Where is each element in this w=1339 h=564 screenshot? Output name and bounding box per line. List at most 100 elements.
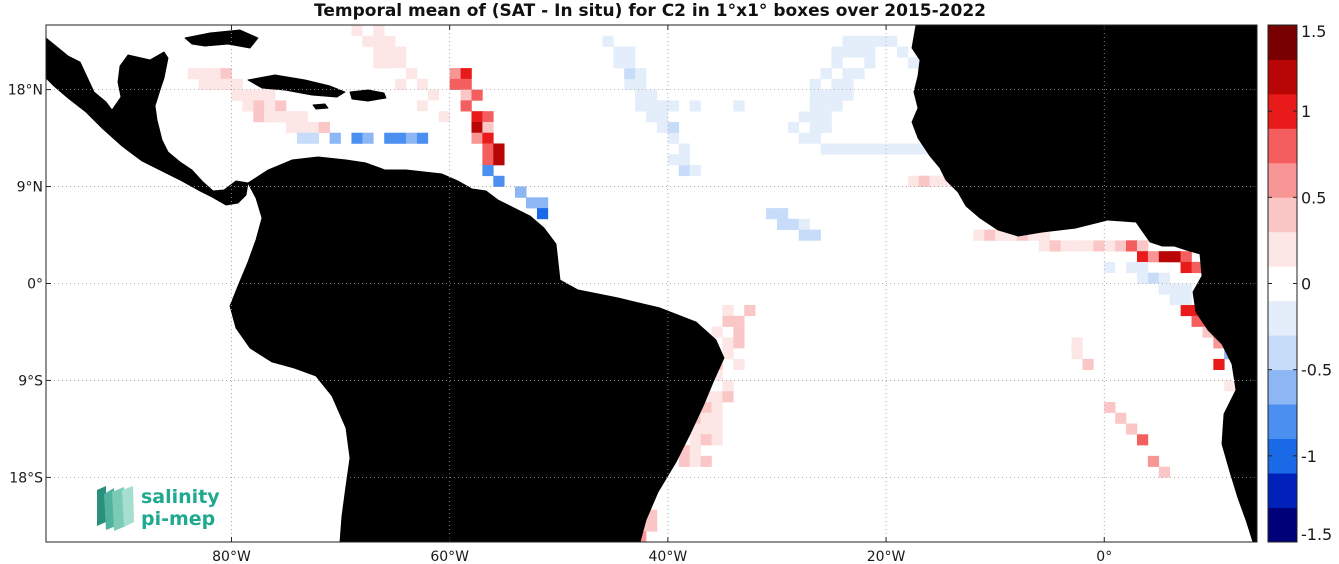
anomaly-cell [733, 100, 745, 112]
anomaly-cell [678, 154, 690, 166]
anomaly-cell [711, 369, 723, 381]
anomaly-cell [1136, 251, 1149, 263]
anomaly-cell [307, 132, 320, 144]
anomaly-cell [427, 89, 440, 101]
colorbar: 1.5 1 0.5 0 -0.5 -1 -1.5 [1267, 22, 1332, 544]
anomaly-cell [635, 100, 647, 112]
anomaly-cell [678, 445, 690, 457]
land-masses [46, 25, 1257, 542]
anomaly-cell [318, 121, 330, 134]
anomaly-cell [438, 111, 450, 123]
anomaly-cell [1180, 251, 1192, 263]
anomaly-cell [515, 186, 527, 198]
anomaly-cell [1082, 240, 1094, 252]
anomaly-cell [646, 509, 658, 521]
anomaly-cell [1104, 240, 1116, 252]
anomaly-cell [275, 100, 287, 112]
colorbar-swatch [1268, 473, 1297, 508]
anomaly-cell [678, 165, 690, 177]
anomaly-cell [449, 78, 461, 90]
anomaly-cell [427, 100, 440, 112]
colorbar-tick-label: -1 [1301, 447, 1317, 466]
anomaly-cell [776, 218, 789, 230]
anomaly-cell [395, 68, 407, 80]
anomaly-cell [798, 218, 810, 230]
anomaly-cell [198, 68, 210, 80]
anomaly-cell [831, 143, 843, 155]
anomaly-cell [482, 111, 494, 123]
anomaly-cell [460, 68, 472, 80]
colorbar-tick-label: -0.5 [1301, 361, 1332, 380]
anomaly-cell [689, 423, 701, 435]
anomaly-cell [209, 78, 221, 90]
anomaly-cell [220, 68, 232, 80]
anomaly-cell [526, 197, 538, 209]
anomaly-cell [373, 35, 385, 47]
anomaly-cell [416, 78, 429, 90]
anomaly-cell [602, 35, 614, 47]
anomaly-cell [460, 78, 472, 90]
anomaly-cell [820, 143, 832, 155]
anomaly-cell [886, 143, 898, 155]
colorbar-tick-label: 0.5 [1301, 188, 1326, 207]
map-plot-area [45, 24, 1258, 543]
anomaly-cell [1126, 261, 1138, 274]
anomaly-cell [842, 35, 854, 47]
anomaly-cell [853, 46, 865, 58]
anomaly-cell [678, 143, 690, 155]
colorbar-swatch [1268, 197, 1297, 233]
anomaly-cell [1049, 240, 1061, 252]
colorbar-tick-label: 0 [1301, 275, 1311, 294]
anomaly-cell [253, 111, 265, 123]
anomaly-cell [460, 100, 472, 112]
anomaly-cell [536, 208, 549, 220]
anomaly-cell [689, 455, 701, 467]
anomaly-cell [416, 111, 429, 123]
colorbar-swatch [1268, 507, 1297, 543]
river-lines [311, 99, 1219, 501]
anomaly-cell [1071, 348, 1083, 360]
anomaly-cell [995, 229, 1007, 241]
amazon-river [311, 313, 561, 323]
anomaly-cell [711, 326, 723, 338]
lon-tick-label: 80°W [212, 549, 251, 564]
orinoco-river [371, 193, 421, 213]
anomaly-cell [493, 175, 505, 187]
colorbar-swatch [1268, 335, 1297, 371]
anomaly-cell [809, 89, 821, 101]
hispaniola-island [349, 89, 387, 102]
anomaly-cell [929, 175, 941, 187]
anomaly-cell [395, 46, 407, 58]
anomaly-cell [242, 89, 254, 101]
anomaly-cell [187, 68, 200, 80]
anomaly-cell [286, 121, 298, 134]
anomaly-cell [1136, 434, 1149, 446]
anomaly-cell [656, 121, 669, 134]
anomaly-cell [1006, 229, 1018, 241]
anomaly-cell [482, 165, 494, 177]
anomaly-cell [875, 35, 887, 47]
anomaly-cell [820, 89, 832, 101]
anomaly-cell [1202, 326, 1214, 338]
anomaly-cell [809, 100, 821, 112]
parana-river [469, 469, 481, 501]
jamaica-island [312, 103, 329, 110]
salinity-pi-mep-logo: salinity pi-mep [97, 486, 220, 531]
anomaly-cell [831, 100, 843, 112]
anomaly-cell [1071, 240, 1083, 252]
anomaly-cell [831, 46, 843, 58]
anomaly-cell [1180, 261, 1192, 274]
anomaly-cell [482, 121, 494, 134]
anomaly-cell [296, 132, 309, 144]
anomaly-cell [1147, 283, 1160, 295]
anomaly-cell [820, 111, 832, 123]
anomaly-cell [362, 25, 374, 37]
anomaly-cell [1104, 261, 1116, 274]
anomaly-cell [1158, 466, 1171, 478]
anomaly-cell [667, 100, 680, 112]
anomaly-cell [296, 111, 309, 123]
anomaly-cell [776, 208, 789, 220]
logo-text-line2: pi-mep [141, 508, 215, 530]
anomaly-cell [722, 391, 734, 403]
